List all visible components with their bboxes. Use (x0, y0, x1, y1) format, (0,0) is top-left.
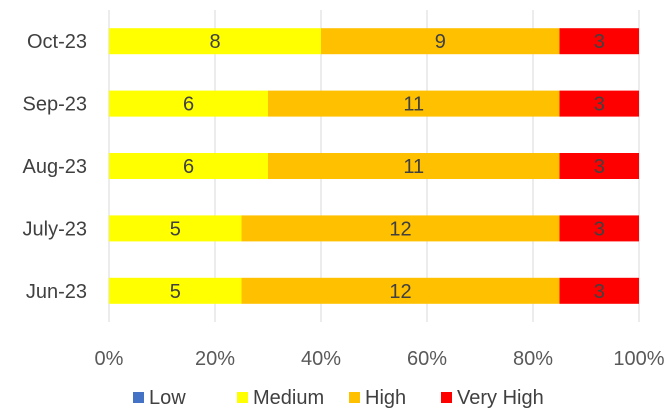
category-axis: Oct-23 Sep-23 Aug-23 July-23 Jun-23 (23, 31, 88, 303)
data-labels: 8 9 3 6 11 3 6 11 3 5 12 3 5 12 3 (170, 31, 605, 303)
legend: Low Medium High Very High (133, 387, 544, 409)
data-label: 3 (594, 94, 605, 116)
x-tick-label: 0% (95, 348, 124, 370)
category-label: Aug-23 (23, 156, 88, 178)
legend-label: Low (149, 387, 186, 409)
category-label: Oct-23 (27, 31, 87, 53)
legend-swatch (441, 392, 452, 403)
bar-segment-medium (109, 153, 268, 179)
data-label: 3 (594, 156, 605, 178)
bar-segment-very-high (559, 215, 639, 242)
data-label: 8 (209, 31, 220, 53)
bar-segment-very-high (559, 28, 639, 55)
data-label: 9 (435, 31, 446, 53)
bar-segment-high (321, 28, 560, 55)
x-tick-label: 60% (407, 348, 447, 370)
bars (109, 28, 639, 304)
x-tick-label: 20% (195, 348, 235, 370)
data-label: 11 (403, 94, 424, 116)
legend-swatch (133, 392, 144, 403)
legend-label: High (365, 387, 406, 409)
data-label: 3 (594, 31, 605, 53)
bar-segment-very-high (559, 90, 639, 117)
x-tick-label: 80% (513, 348, 553, 370)
data-label: 6 (183, 156, 194, 178)
x-tick-label: 40% (301, 348, 341, 370)
x-tick-label: 100% (613, 348, 664, 370)
category-label: Sep-23 (23, 94, 88, 116)
data-label: 3 (594, 281, 605, 303)
category-label: July-23 (23, 218, 87, 240)
value-axis: 0% 20% 40% 60% 80% 100% (95, 348, 665, 370)
data-label: 11 (403, 156, 424, 178)
data-label: 5 (170, 218, 181, 240)
bar-segment-very-high (559, 153, 639, 179)
bar-segment-high (268, 90, 560, 117)
legend-swatch (237, 392, 248, 403)
bar-segment-medium (109, 28, 321, 55)
data-label: 6 (183, 94, 194, 116)
data-label: 12 (389, 218, 411, 240)
bar-segment-high (241, 215, 560, 242)
bar-segment-medium (109, 277, 242, 304)
data-label: 3 (594, 218, 605, 240)
legend-swatch (349, 392, 360, 403)
category-label: Jun-23 (26, 281, 87, 303)
legend-label: Medium (253, 387, 324, 409)
bar-segment-very-high (559, 277, 639, 304)
legend-label: Very High (457, 387, 544, 409)
bar-segment-high (268, 153, 560, 179)
bar-segment-medium (109, 90, 268, 117)
bar-segment-high (241, 277, 560, 304)
data-label: 5 (170, 281, 181, 303)
bar-segment-medium (109, 215, 242, 242)
data-label: 12 (389, 281, 411, 303)
